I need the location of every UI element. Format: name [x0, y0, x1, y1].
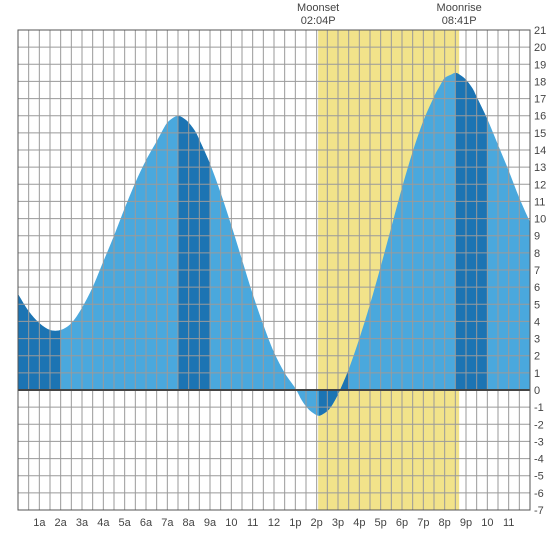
y-tick-label: 16	[534, 111, 546, 123]
y-tick-label: -7	[534, 505, 544, 517]
y-tick-label: 9	[534, 231, 540, 243]
moonrise-label: Moonrise	[429, 2, 489, 15]
x-tick-label: 11	[503, 517, 514, 529]
y-tick-label: 8	[534, 248, 540, 260]
x-tick-label: 9a	[204, 517, 217, 529]
y-tick-label: 6	[534, 282, 540, 294]
moonset-annotation: Moonset02:04P	[288, 2, 348, 28]
x-tick-label: 6a	[140, 517, 153, 529]
y-tick-label: 17	[534, 94, 546, 106]
y-tick-label: 1	[534, 368, 540, 380]
x-tick-label: 8p	[439, 517, 451, 529]
x-tick-label: 2a	[55, 517, 68, 529]
x-tick-label: 2p	[311, 517, 323, 529]
y-tick-label: 15	[534, 128, 546, 140]
y-tick-label: 13	[534, 162, 546, 174]
x-tick-label: 1p	[289, 517, 301, 529]
x-tick-label: 8a	[183, 517, 196, 529]
x-tick-label: 12	[268, 517, 280, 529]
x-tick-label: 6p	[396, 517, 408, 529]
x-tick-label: 7p	[417, 517, 429, 529]
y-tick-label: 11	[534, 196, 545, 208]
y-tick-label: 18	[534, 76, 546, 88]
y-tick-label: -5	[534, 471, 544, 483]
x-tick-label: 3a	[76, 517, 89, 529]
x-tick-label: 1a	[33, 517, 46, 529]
y-tick-label: 21	[534, 25, 546, 37]
y-tick-label: 3	[534, 334, 540, 346]
y-tick-label: 0	[534, 385, 540, 397]
moonrise-annotation: Moonrise08:41P	[429, 2, 489, 28]
y-tick-label: -1	[534, 402, 544, 414]
tide-chart-svg: -7-6-5-4-3-2-101234567891011121314151617…	[0, 0, 550, 550]
x-tick-label: 10	[481, 517, 493, 529]
moonset-time: 02:04P	[288, 15, 348, 28]
x-tick-label: 3p	[332, 517, 344, 529]
y-tick-label: -6	[534, 488, 544, 500]
x-tick-label: 4p	[353, 517, 365, 529]
x-tick-label: 11	[247, 517, 258, 529]
y-tick-label: 20	[534, 42, 546, 54]
y-tick-label: 4	[534, 316, 540, 328]
y-tick-label: 7	[534, 265, 540, 277]
x-tick-label: 5a	[119, 517, 132, 529]
moonrise-time: 08:41P	[429, 15, 489, 28]
x-tick-label: 7a	[161, 517, 174, 529]
y-tick-label: 10	[534, 214, 546, 226]
x-tick-label: 10	[225, 517, 237, 529]
y-tick-label: -2	[534, 419, 544, 431]
x-tick-label: 4a	[97, 517, 110, 529]
y-tick-label: -4	[534, 454, 544, 466]
x-tick-label: 9p	[460, 517, 472, 529]
y-tick-label: -3	[534, 436, 544, 448]
tide-chart: -7-6-5-4-3-2-101234567891011121314151617…	[0, 0, 550, 550]
y-tick-label: 14	[534, 145, 546, 157]
y-tick-label: 5	[534, 299, 540, 311]
x-tick-label: 5p	[375, 517, 387, 529]
y-tick-label: 12	[534, 179, 546, 191]
moonset-label: Moonset	[288, 2, 348, 15]
y-tick-label: 19	[534, 59, 546, 71]
y-tick-label: 2	[534, 351, 540, 363]
